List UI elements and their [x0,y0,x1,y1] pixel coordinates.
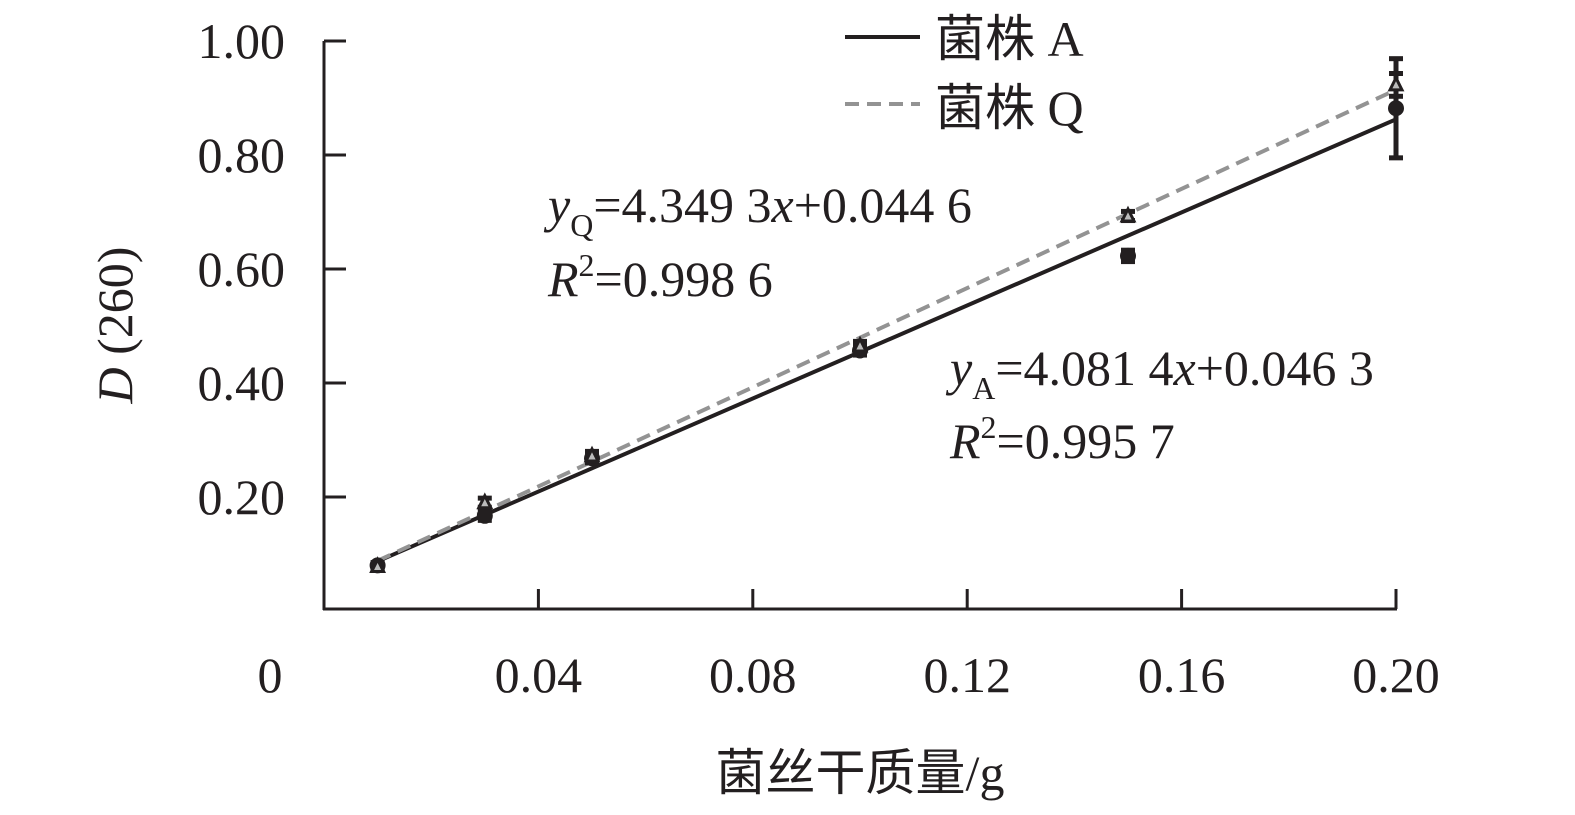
data-point-q [851,335,869,354]
fit-line-a [376,117,1397,564]
triangle-marker [1119,205,1137,223]
y-tick-label: 0.20 [198,469,286,525]
legend-label-q: 菌株 Q [935,80,1084,136]
equation-q: yQ=4.349 3x+0.044 6 [543,177,972,243]
r2-a: R2=0.995 7 [949,409,1175,469]
x-tick-label: 0.20 [1352,647,1440,703]
x-axis-label: 菌丝干质量/g [716,745,1005,801]
triangle-marker [369,556,387,574]
data-point-a [476,507,493,524]
y-tick-label: 0.40 [198,355,286,411]
y-axis-label: D (260) [87,247,143,405]
data-point-q [369,556,387,574]
fit-line-q [376,87,1397,563]
circle-marker [1388,100,1404,117]
y-tick-label: 0.80 [198,127,286,183]
equation-a: yA=4.081 4x+0.046 3 [945,340,1374,406]
circle-marker [476,507,493,524]
x-tick-label: 0 [258,647,283,703]
data-point-q [1387,70,1405,99]
x-tick-label: 0.08 [709,647,797,703]
x-tick-label: 0.16 [1138,647,1226,703]
legend: 菌株 A 菌株 Q [845,11,1084,136]
r2-q: R2=0.998 6 [547,247,773,307]
axes [322,41,1397,611]
data-point-q [476,492,494,510]
x-tick-label: 0.12 [923,647,1011,703]
data-point-a [1120,247,1136,265]
data-point-q [583,445,601,464]
legend-label-a: 菌株 A [935,11,1084,67]
y-tick-label: 0.60 [198,241,286,297]
y-tick-label: 1.00 [198,13,286,69]
triangle-marker [583,445,601,463]
circle-marker [1120,247,1136,264]
data-point-q [1119,205,1137,224]
x-tick-label: 0.04 [495,647,583,703]
triangle-marker [851,335,869,353]
triangle-marker [476,492,494,510]
triangle-marker [1387,74,1405,92]
